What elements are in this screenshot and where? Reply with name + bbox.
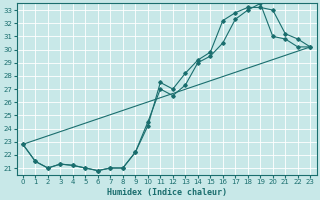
X-axis label: Humidex (Indice chaleur): Humidex (Indice chaleur) bbox=[107, 188, 227, 197]
